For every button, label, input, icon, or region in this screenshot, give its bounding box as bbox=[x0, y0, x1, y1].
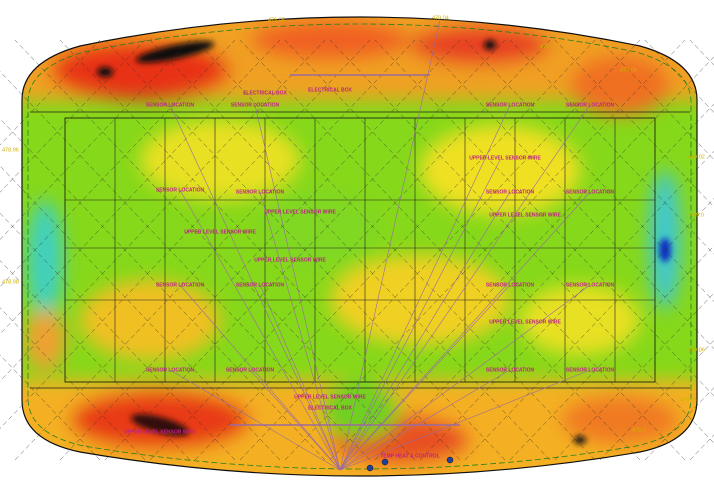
diagonal-line bbox=[0, 307, 146, 461]
sensor-wire bbox=[339, 159, 501, 471]
sensor-wire bbox=[179, 189, 341, 471]
sensor-wire bbox=[259, 191, 341, 471]
elevation: 479.0 bbox=[690, 212, 704, 218]
labels: ELECTRICAL BOX ELECTRICAL BOX SENSOR LOCAT… bbox=[2, 15, 705, 459]
diagonal-line bbox=[239, 39, 641, 461]
label: UPPER LEVEL SENSOR WIRE bbox=[254, 257, 326, 263]
label: SENSOR LOCATION bbox=[156, 187, 205, 193]
label: ELECTRICAL BOX bbox=[308, 405, 352, 411]
diagonal-line bbox=[419, 39, 714, 349]
label: UPPER LEVEL SENSOR WIRE bbox=[489, 212, 561, 218]
diagonal-line bbox=[644, 39, 714, 113]
diagonal-line bbox=[14, 39, 416, 461]
diagonal-line bbox=[374, 39, 714, 397]
sensor-wire bbox=[339, 369, 591, 471]
sensor-wire bbox=[339, 284, 591, 471]
inner-boundary bbox=[27, 23, 692, 470]
sensor-wire bbox=[169, 104, 341, 471]
diagonal-line bbox=[509, 39, 714, 255]
diagonal-line bbox=[599, 340, 714, 461]
elevation: 479.04 bbox=[620, 67, 637, 73]
sensor-wire bbox=[339, 191, 591, 471]
diagonal-line bbox=[554, 39, 714, 208]
diagonal-line bbox=[0, 39, 191, 240]
sensor-wire bbox=[339, 104, 591, 471]
label: SENSOR LOCATION bbox=[146, 102, 195, 108]
label: SENSOR LOCATION bbox=[236, 189, 285, 195]
label: TEMP HEAT & CONTROL bbox=[380, 453, 440, 459]
label: UPPER LEVEL SENSOR WIRE bbox=[264, 209, 336, 215]
label: SENSOR LOCATION bbox=[566, 282, 615, 288]
control-box bbox=[446, 456, 454, 464]
elevation: 478.98 bbox=[2, 279, 19, 285]
control-box bbox=[366, 464, 374, 472]
label: SENSOR LOCATION bbox=[566, 189, 615, 195]
diagonal-line bbox=[0, 39, 101, 146]
diagonal-line bbox=[464, 39, 714, 302]
diagonal-line bbox=[284, 39, 686, 461]
sensor-wire bbox=[339, 104, 511, 471]
control-box bbox=[381, 458, 389, 466]
diagonal-line bbox=[644, 387, 714, 461]
elevation: 479.05 bbox=[680, 397, 697, 403]
elevation: 478.96 bbox=[2, 147, 19, 153]
diagonal-line bbox=[59, 39, 461, 461]
label: SENSOR LOCATION bbox=[486, 189, 535, 195]
sensor-wire bbox=[254, 104, 341, 471]
diagonal-line bbox=[554, 292, 714, 461]
label: UPPER LEVEL SENSOR WIRE bbox=[184, 229, 256, 235]
sensor-wire bbox=[339, 369, 511, 471]
label: UPPER LEVEL SENSOR WIRE bbox=[469, 155, 541, 161]
elevation: 479.04 bbox=[432, 15, 449, 21]
diagonal-line bbox=[0, 71, 371, 461]
label: UPPER LEVEL SENSOR WIRE bbox=[124, 429, 196, 435]
elevation: 479.07 bbox=[540, 44, 557, 50]
elevation: 479.06 bbox=[688, 347, 705, 353]
diagonal-line bbox=[0, 165, 281, 461]
sensor-wire bbox=[339, 191, 511, 471]
label: SENSOR LOCATION bbox=[566, 367, 615, 373]
grid-lines bbox=[0, 19, 714, 472]
diagonal-line bbox=[0, 260, 191, 461]
elevation: 479.02 bbox=[688, 154, 705, 160]
sensor-wire bbox=[339, 19, 441, 471]
label: SENSOR LOCATION bbox=[156, 282, 205, 288]
diagonal-line bbox=[0, 39, 146, 193]
label: SENSOR LOCATION bbox=[486, 102, 535, 108]
label: SENSOR LOCATION bbox=[146, 367, 195, 373]
diagonal-line bbox=[0, 212, 236, 461]
label: UPPER LEVEL SENSOR WIRE bbox=[294, 394, 366, 400]
label: SENSOR LOCATION bbox=[236, 282, 285, 288]
elevation: 479.0 bbox=[632, 427, 646, 433]
diagonal-line bbox=[329, 39, 714, 444]
label: SENSOR LOCATION bbox=[486, 367, 535, 373]
diagonal-line bbox=[599, 39, 714, 160]
label: ELECTRICAL BOX bbox=[308, 87, 352, 93]
sensor-wire bbox=[339, 284, 511, 471]
playing-field bbox=[64, 117, 656, 383]
label: ELECTRICAL BOX bbox=[243, 90, 287, 96]
label: SENSOR LOCATION bbox=[566, 102, 615, 108]
diagonal-line bbox=[194, 39, 596, 461]
field-boundary bbox=[21, 16, 698, 477]
label: UPPER LEVEL SENSOR WIRE bbox=[489, 319, 561, 325]
sensor-wire bbox=[249, 369, 341, 471]
diagonal-line bbox=[104, 39, 506, 461]
label: SENSOR LOCATION bbox=[231, 102, 280, 108]
elevation: 479.05 bbox=[268, 17, 285, 23]
diagonal-line bbox=[0, 118, 326, 461]
sensor-wire bbox=[179, 284, 341, 471]
label: SENSOR LOCATION bbox=[226, 367, 275, 373]
diagonal-line bbox=[0, 354, 101, 461]
label: SENSOR LOCATION bbox=[486, 282, 535, 288]
sensor-wire bbox=[169, 369, 341, 471]
sensor-wire bbox=[259, 284, 341, 471]
diagonal-line bbox=[149, 39, 551, 461]
